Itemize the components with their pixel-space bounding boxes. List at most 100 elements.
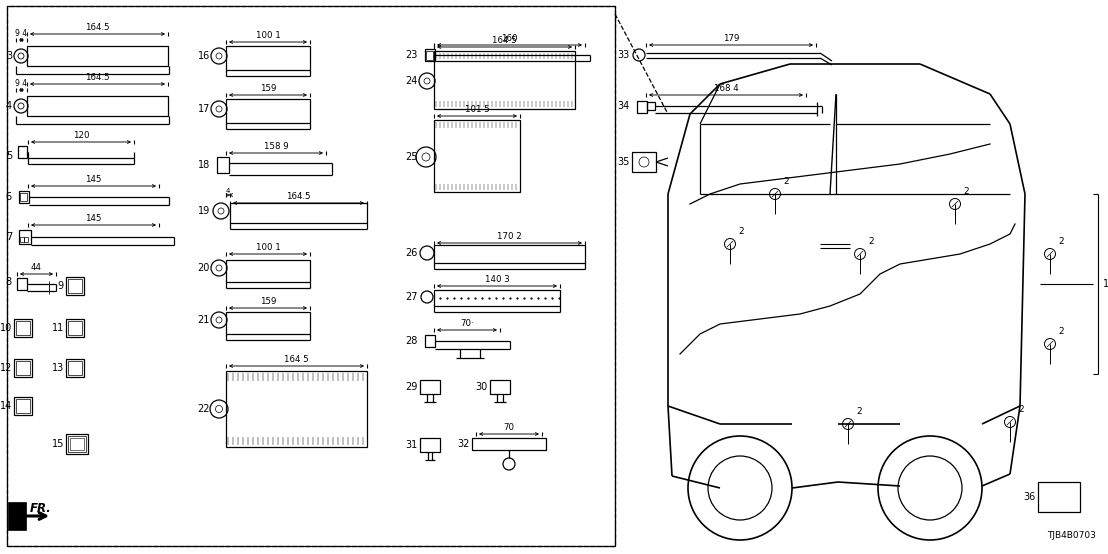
Text: 27: 27 (406, 292, 418, 302)
Text: 4: 4 (6, 101, 12, 111)
Text: 100 1: 100 1 (256, 243, 280, 252)
Bar (68, 436, 86, 452)
Bar (68, 279, 82, 293)
Bar (20, 193, 27, 201)
Bar (434, 51, 575, 109)
Text: 2: 2 (1058, 237, 1064, 246)
Bar (434, 245, 585, 263)
Text: 160: 160 (501, 34, 517, 43)
Text: 14: 14 (0, 401, 12, 411)
Bar (1038, 482, 1080, 512)
Bar (66, 434, 88, 454)
Bar (434, 120, 520, 192)
Text: 44: 44 (31, 263, 42, 272)
Bar (14, 397, 32, 415)
Bar (70, 438, 84, 450)
Text: 164.5: 164.5 (286, 192, 311, 201)
Bar (226, 312, 310, 334)
Text: 179: 179 (722, 34, 739, 43)
Bar (18, 146, 27, 158)
Bar (226, 99, 310, 123)
Bar (7, 6, 615, 546)
Bar (420, 438, 440, 452)
Text: 33: 33 (618, 50, 630, 60)
Bar (425, 51, 433, 60)
Bar (68, 361, 82, 375)
Bar (68, 321, 82, 335)
Text: 159: 159 (259, 84, 276, 93)
Bar (7, 6, 615, 546)
Bar (16, 399, 30, 413)
Text: 16: 16 (197, 51, 211, 61)
Text: 29: 29 (406, 382, 418, 392)
Text: 35: 35 (617, 157, 630, 167)
Bar (14, 319, 32, 337)
Text: 31: 31 (406, 440, 418, 450)
Text: 3: 3 (6, 51, 12, 61)
Bar (434, 290, 560, 306)
Text: 18: 18 (197, 160, 211, 170)
Bar (66, 359, 84, 377)
Text: 7: 7 (6, 232, 12, 242)
Text: 168 4: 168 4 (714, 84, 738, 93)
Text: 164 5: 164 5 (492, 36, 516, 45)
Text: 12: 12 (0, 363, 12, 373)
Text: 9 4: 9 4 (16, 79, 28, 88)
Text: 36: 36 (1024, 492, 1036, 502)
Text: 15: 15 (52, 439, 64, 449)
Bar (425, 335, 435, 347)
Bar (24, 237, 28, 242)
Bar (472, 438, 546, 450)
Text: 158 9: 158 9 (264, 142, 288, 151)
Bar (66, 319, 84, 337)
Bar (27, 96, 168, 116)
Text: 70: 70 (503, 423, 514, 432)
Text: 22: 22 (197, 404, 211, 414)
Text: FR.: FR. (30, 502, 52, 515)
Text: 28: 28 (406, 336, 418, 346)
Bar (490, 380, 510, 394)
Bar (17, 278, 27, 290)
Bar (20, 237, 24, 242)
Bar (226, 46, 310, 70)
Bar (226, 260, 310, 282)
Text: 17: 17 (197, 104, 211, 114)
Text: 120: 120 (73, 131, 90, 140)
Bar (230, 203, 367, 223)
Text: 159: 159 (259, 297, 276, 306)
Bar (425, 49, 435, 61)
Text: 5: 5 (6, 151, 12, 161)
Text: 8: 8 (6, 277, 12, 287)
Text: 6: 6 (6, 192, 12, 202)
Text: 10: 10 (0, 323, 12, 333)
Text: 9 4: 9 4 (16, 29, 28, 38)
Bar (647, 102, 655, 110)
Bar (19, 191, 29, 203)
Text: 101 5: 101 5 (464, 105, 490, 114)
Text: 164 5: 164 5 (284, 355, 309, 364)
Text: 145: 145 (85, 214, 102, 223)
Bar (226, 371, 367, 447)
Bar (14, 359, 32, 377)
Text: 2: 2 (868, 237, 873, 246)
Bar (217, 157, 229, 173)
Text: 4: 4 (226, 188, 230, 194)
Text: 140 3: 140 3 (484, 275, 510, 284)
Bar (27, 46, 168, 66)
Polygon shape (8, 502, 25, 530)
Bar (632, 152, 656, 172)
Text: 19: 19 (197, 206, 211, 216)
Text: 25: 25 (406, 152, 418, 162)
Bar (16, 361, 30, 375)
Text: 32: 32 (458, 439, 470, 449)
Text: 2: 2 (963, 187, 968, 196)
Text: 26: 26 (406, 248, 418, 258)
Bar (66, 277, 84, 295)
Text: 2: 2 (1058, 327, 1064, 336)
Bar (637, 101, 647, 113)
Text: 34: 34 (618, 101, 630, 111)
Text: 2: 2 (856, 407, 862, 416)
Text: 164.5: 164.5 (85, 23, 110, 32)
Text: 1: 1 (1102, 279, 1108, 289)
Text: 170 2: 170 2 (497, 232, 522, 241)
